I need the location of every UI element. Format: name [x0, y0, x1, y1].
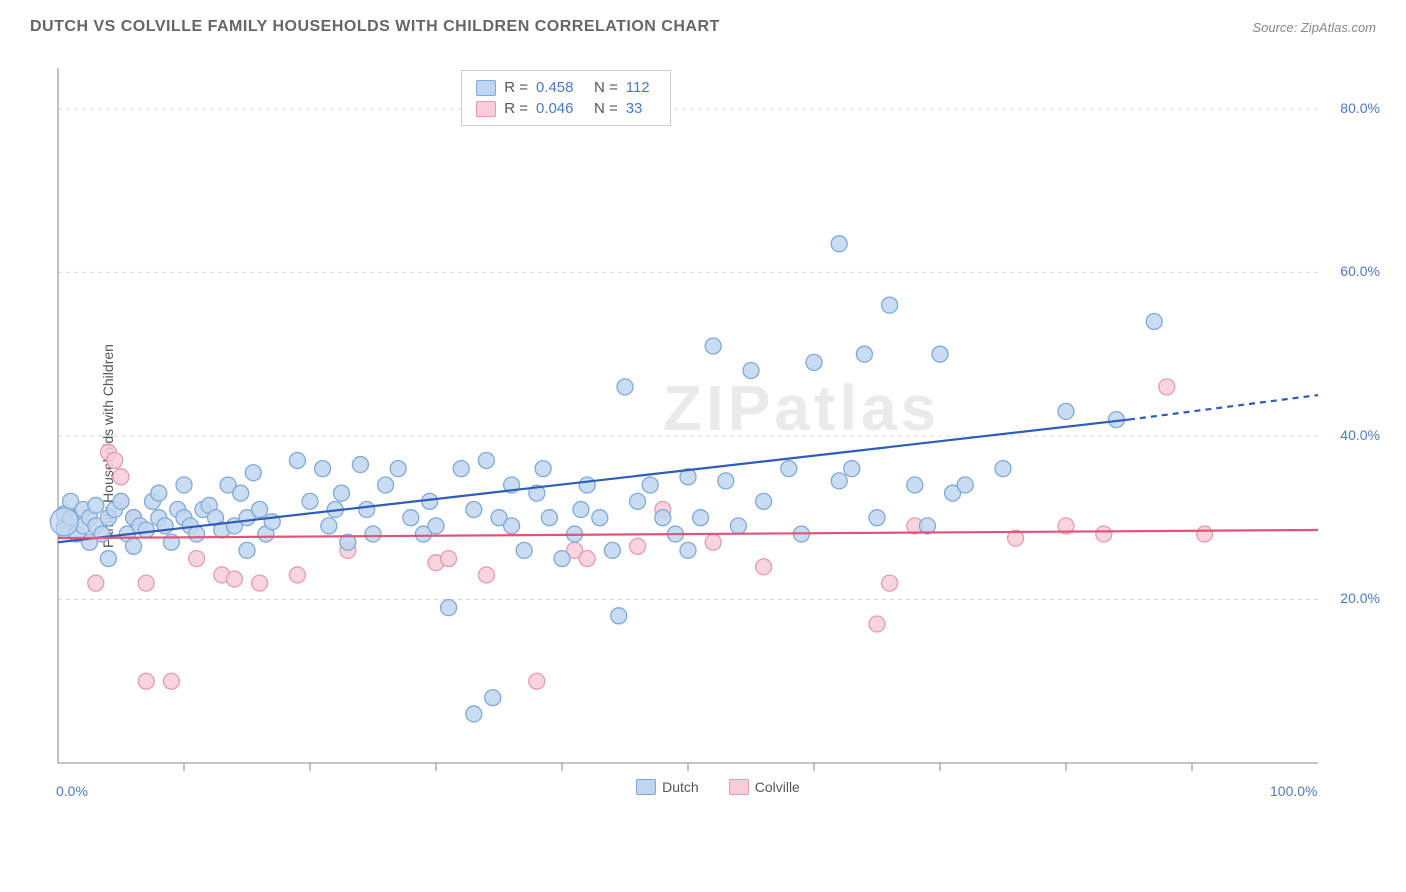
- stats-r-value: 0.046: [536, 100, 586, 117]
- chart-source: Source: ZipAtlas.com: [1252, 20, 1376, 35]
- chart-header: DUTCH VS COLVILLE FAMILY HOUSEHOLDS WITH…: [0, 0, 1406, 46]
- stats-r-label: R =: [504, 100, 528, 117]
- scatter-plot: [48, 58, 1388, 818]
- y-tick-label: 40.0%: [1340, 427, 1380, 443]
- stats-r-label: R =: [504, 79, 528, 96]
- chart-area: ZIPatlas R = 0.458 N = 112 R = 0.046 N =…: [48, 58, 1388, 818]
- stats-box: R = 0.458 N = 112 R = 0.046 N = 33: [461, 70, 671, 126]
- stats-row: R = 0.046 N = 33: [476, 98, 656, 119]
- y-tick-label: 80.0%: [1340, 100, 1380, 116]
- stats-swatch: [476, 101, 496, 117]
- legend-swatch: [729, 779, 749, 795]
- series-legend: Dutch Colville: [48, 779, 1388, 795]
- stats-n-value: 33: [626, 100, 656, 117]
- stats-r-value: 0.458: [536, 79, 586, 96]
- stats-n-value: 112: [626, 79, 656, 96]
- stats-swatch: [476, 80, 496, 96]
- chart-title: DUTCH VS COLVILLE FAMILY HOUSEHOLDS WITH…: [30, 18, 720, 36]
- legend-label: Dutch: [662, 779, 699, 795]
- stats-n-label: N =: [594, 79, 618, 96]
- y-tick-label: 20.0%: [1340, 590, 1380, 606]
- legend-swatch: [636, 779, 656, 795]
- legend-item: Dutch: [636, 779, 699, 795]
- stats-row: R = 0.458 N = 112: [476, 77, 656, 98]
- y-tick-label: 60.0%: [1340, 263, 1380, 279]
- stats-n-label: N =: [594, 100, 618, 117]
- legend-label: Colville: [755, 779, 800, 795]
- legend-item: Colville: [729, 779, 800, 795]
